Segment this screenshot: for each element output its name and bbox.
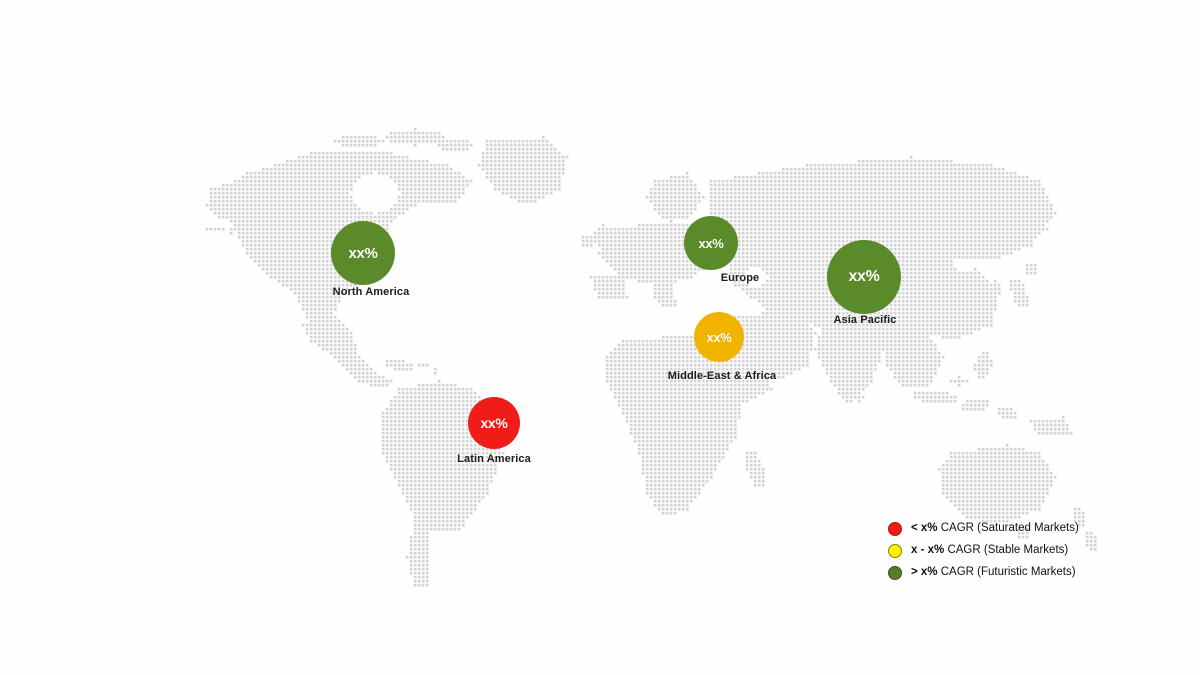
legend-description-futuristic: CAGR (Futuristic Markets)	[937, 566, 1076, 579]
legend-swatch-stable-icon	[888, 544, 902, 558]
legend-swatch-futuristic-icon	[888, 566, 902, 580]
region-bubble-asia-pacific[interactable]: xx%	[827, 240, 901, 314]
legend-description-saturated: CAGR (Saturated Markets)	[937, 522, 1079, 535]
legend-threshold-futuristic: > x%	[911, 566, 938, 579]
legend-item-stable[interactable]: x - x% CAGR (Stable Markets)	[888, 540, 1098, 562]
region-bubble-middle-east-africa[interactable]: xx%	[694, 312, 744, 362]
legend-threshold-stable: x - x%	[911, 544, 945, 557]
region-value-latin-america: xx%	[480, 415, 508, 431]
region-label-north-america: North America	[332, 286, 410, 298]
region-value-asia-pacific: xx%	[848, 268, 880, 285]
legend: < x% CAGR (Saturated Markets) x - x% CAGR…	[888, 518, 1098, 584]
legend-text-stable: x - x% CAGR (Stable Markets)	[911, 545, 1068, 557]
region-value-europe: xx%	[698, 235, 724, 251]
legend-item-futuristic[interactable]: > x% CAGR (Futuristic Markets)	[888, 562, 1098, 584]
legend-item-saturated[interactable]: < x% CAGR (Saturated Markets)	[888, 518, 1098, 540]
legend-threshold-saturated: < x%	[911, 522, 938, 535]
legend-description-stable: CAGR (Stable Markets)	[944, 544, 1069, 557]
legend-swatch-saturated-icon	[888, 522, 902, 536]
region-value-middle-east-africa: xx%	[706, 329, 732, 345]
region-label-europe: Europe	[720, 272, 760, 284]
region-value-north-america: xx%	[348, 244, 378, 262]
region-bubble-europe[interactable]: xx%	[684, 216, 738, 270]
region-label-latin-america: Latin America	[457, 453, 531, 465]
region-bubble-north-america[interactable]: xx%	[331, 221, 395, 285]
region-bubble-latin-america[interactable]: xx%	[468, 397, 520, 449]
legend-text-futuristic: > x% CAGR (Futuristic Markets)	[911, 567, 1076, 579]
region-label-asia-pacific: Asia Pacific	[833, 314, 897, 326]
legend-text-saturated: < x% CAGR (Saturated Markets)	[911, 523, 1079, 535]
region-label-middle-east-africa: Middle-East & Africa	[667, 370, 777, 382]
